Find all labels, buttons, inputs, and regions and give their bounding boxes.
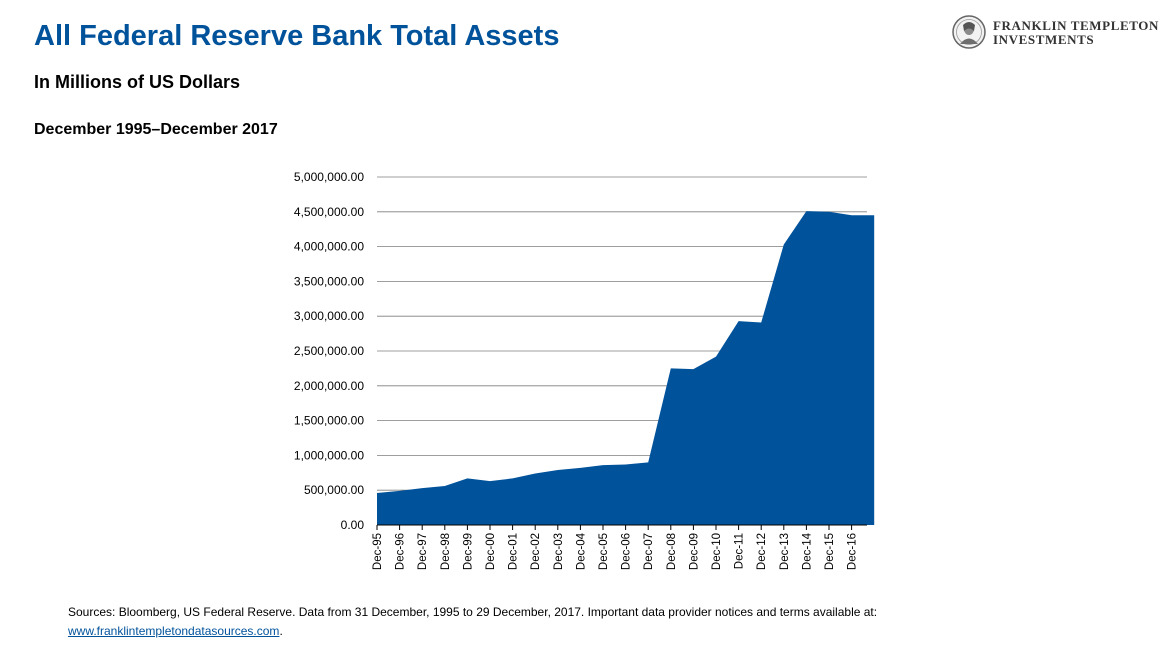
x-tick-label: Dec-12 bbox=[756, 533, 768, 570]
x-tick-label: Dec-98 bbox=[440, 533, 452, 570]
x-tick-label: Dec-97 bbox=[417, 533, 429, 570]
page-subtitle: In Millions of US Dollars bbox=[34, 72, 241, 92]
logo-wordmark: FRANKLIN TEMPLETON INVESTMENTS bbox=[993, 19, 1159, 47]
x-tick-label: Dec-05 bbox=[598, 533, 610, 570]
x-tick-label: Dec-13 bbox=[779, 533, 791, 570]
x-tick-label: Dec-15 bbox=[824, 533, 836, 570]
x-tick-label: Dec-01 bbox=[508, 533, 520, 570]
x-tick-label: Dec-99 bbox=[462, 533, 474, 570]
x-tick-label: Dec-07 bbox=[643, 533, 655, 570]
x-tick-label: Dec-16 bbox=[847, 533, 859, 570]
x-tick-label: Dec-11 bbox=[734, 533, 746, 569]
sources-text: Sources: Bloomberg, US Federal Reserve. … bbox=[68, 605, 878, 619]
page-title: All Federal Reserve Bank Total Assets bbox=[34, 20, 560, 52]
sources-note: Sources: Bloomberg, US Federal Reserve. … bbox=[68, 603, 1128, 641]
x-tick-label: Dec-08 bbox=[666, 533, 678, 570]
y-tick-label: 5,000,000.00 bbox=[294, 170, 364, 184]
logo-line-1: FRANKLIN TEMPLETON bbox=[993, 18, 1159, 33]
y-tick-label: 3,000,000.00 bbox=[294, 309, 364, 323]
y-tick-label: 4,000,000.00 bbox=[294, 240, 364, 254]
x-tick-label: Dec-04 bbox=[575, 532, 587, 570]
y-tick-label: 4,500,000.00 bbox=[294, 205, 364, 219]
x-tick-label: Dec-06 bbox=[621, 533, 633, 570]
data-sources-link[interactable]: www.franklintempletondatasources.com bbox=[68, 624, 280, 638]
area-series bbox=[377, 211, 875, 525]
x-tick-label: Dec-95 bbox=[372, 533, 384, 570]
y-tick-label: 500,000.00 bbox=[304, 483, 364, 497]
benjamin-franklin-seal-icon bbox=[952, 15, 986, 49]
y-tick-label: 1,500,000.00 bbox=[294, 414, 364, 428]
company-logo: FRANKLIN TEMPLETON INVESTMENTS bbox=[951, 14, 1159, 54]
y-tick-label: 2,500,000.00 bbox=[294, 344, 364, 358]
y-axis: 0.00 500,000.00 1,000,000.00 1,500,000.00 2,… bbox=[294, 170, 364, 532]
y-tick-label: 1,000,000.00 bbox=[294, 448, 364, 462]
sources-suffix: . bbox=[279, 624, 283, 638]
x-tick-label: Dec-14 bbox=[801, 532, 813, 570]
y-tick-label: 2,000,000.00 bbox=[294, 379, 364, 393]
x-tick-label: Dec-09 bbox=[688, 533, 700, 570]
total-assets-area-chart: 0.00 500,000.00 1,000,000.00 1,500,000.00 2,… bbox=[294, 170, 875, 570]
x-tick-label: Dec-96 bbox=[395, 533, 407, 570]
x-tick-label: Dec-02 bbox=[530, 533, 542, 570]
x-tick-label: Dec-00 bbox=[485, 533, 497, 570]
y-tick-label: 3,500,000.00 bbox=[294, 274, 364, 288]
y-tick-label: 0.00 bbox=[341, 518, 365, 532]
date-range-label: December 1995–December 2017 bbox=[34, 121, 278, 138]
logo-line-2: INVESTMENTS bbox=[993, 32, 1095, 47]
x-tick-label: Dec-03 bbox=[553, 533, 565, 570]
x-tick-label: Dec-10 bbox=[711, 533, 723, 570]
total-assets-area bbox=[377, 211, 875, 525]
x-axis: Dec-95 Dec-96 Dec-97 Dec-98 Dec-99 Dec-00 Dec-… bbox=[372, 524, 867, 570]
